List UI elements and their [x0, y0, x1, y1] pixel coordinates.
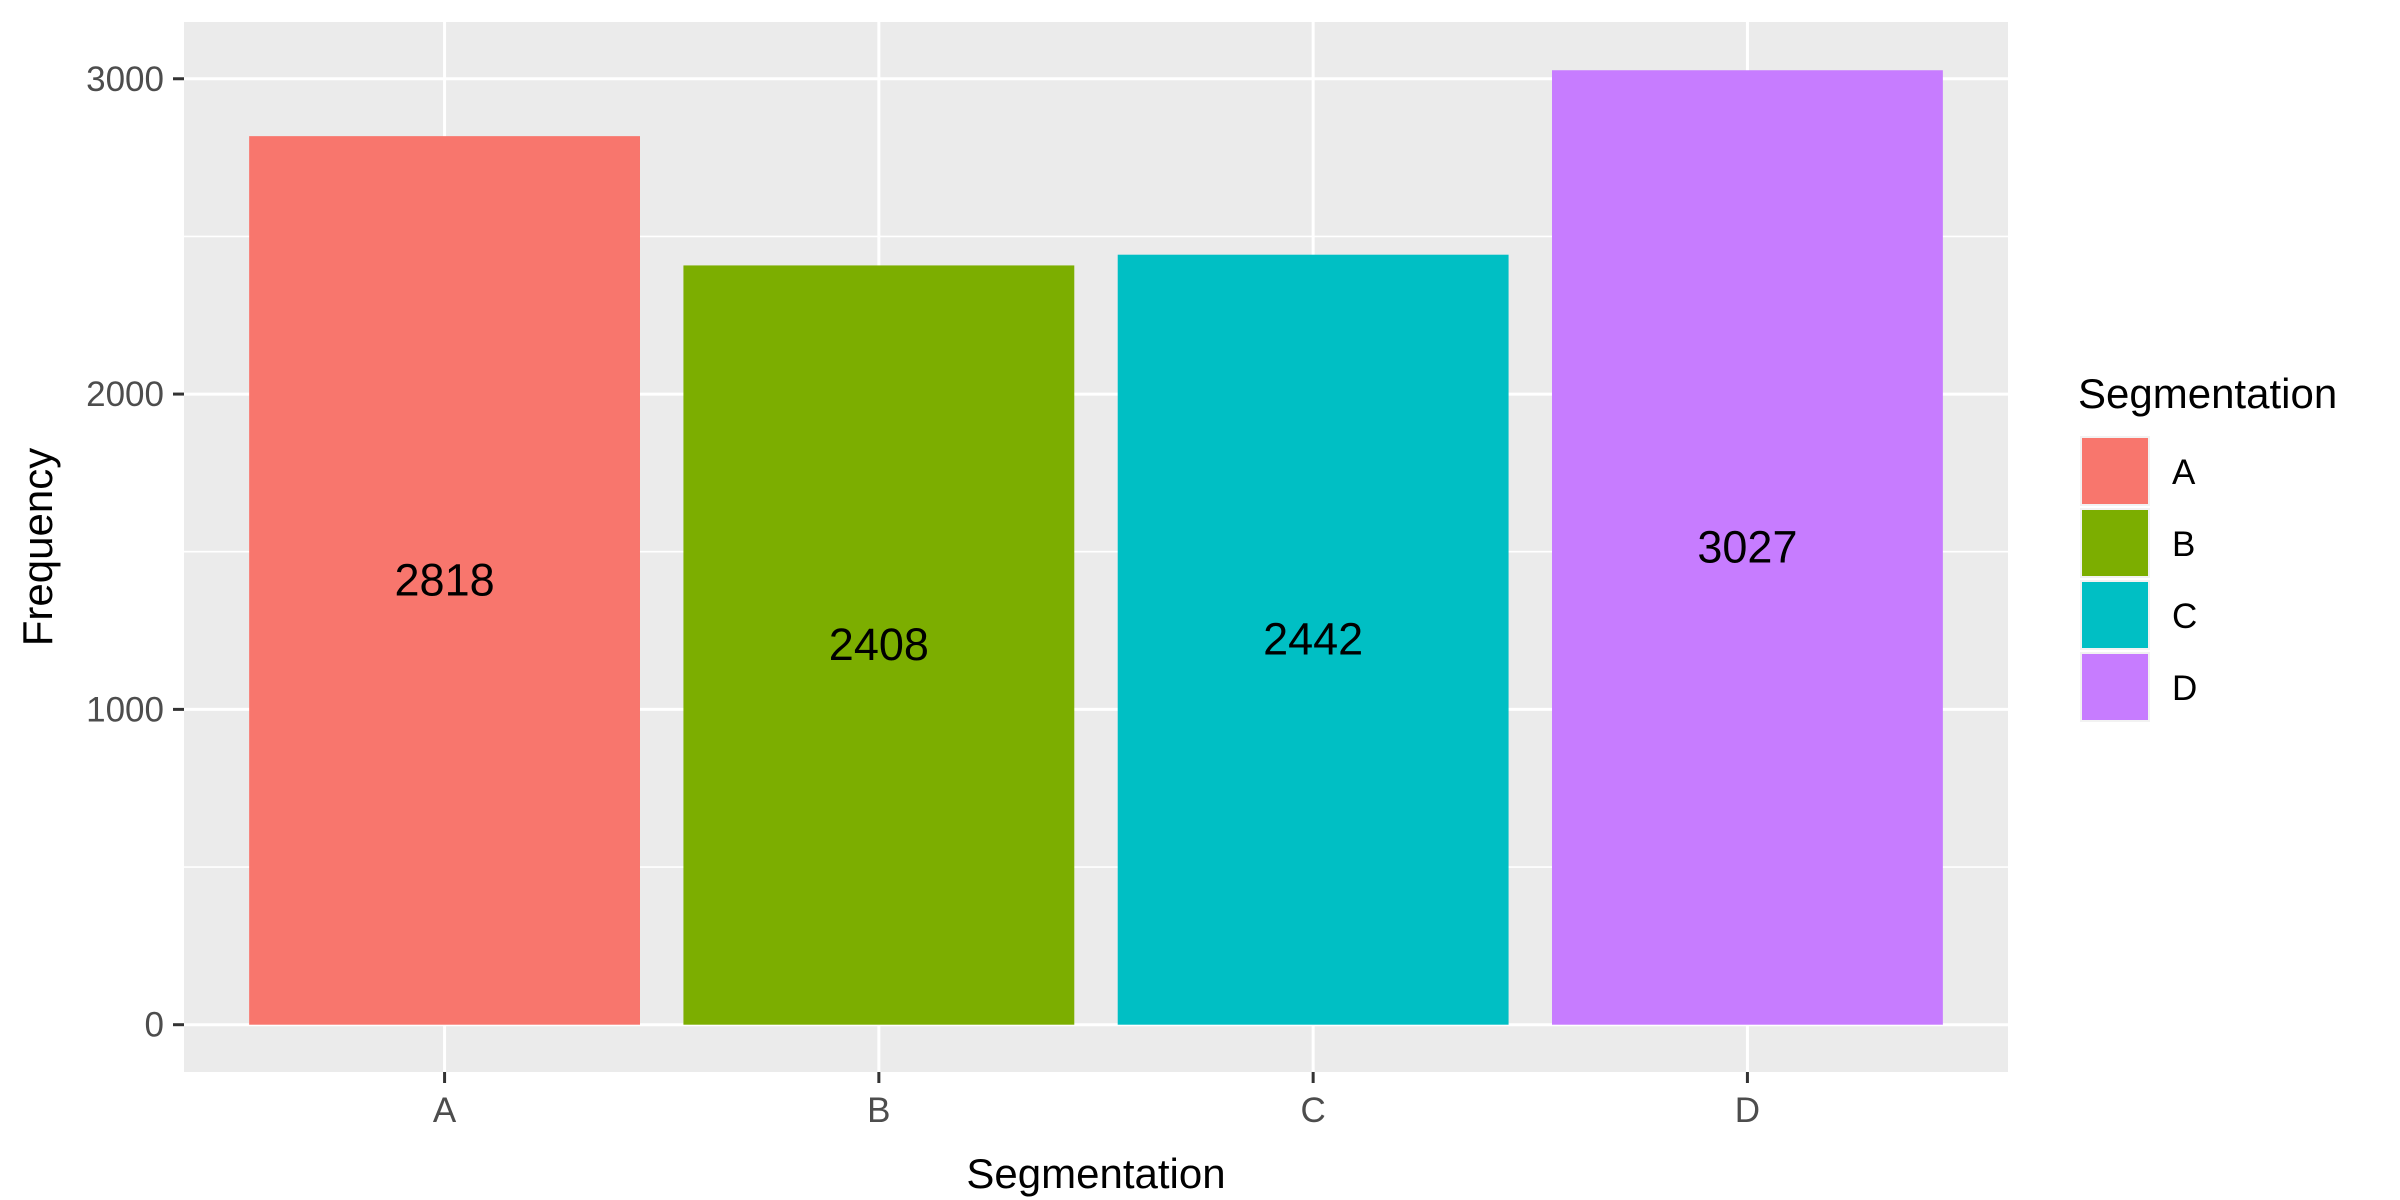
x-tick-label: A: [433, 1091, 457, 1130]
y-tick-label: 0: [145, 1006, 164, 1045]
y-axis-title: Frequency: [14, 448, 61, 646]
bar-B: [683, 265, 1075, 1025]
data-label-B: 2408: [829, 619, 929, 670]
y-axis: 0 1000 2000 3000: [86, 60, 184, 1045]
y-tick-label: 3000: [86, 60, 164, 99]
data-labels: 2818 2408 2442 3027: [395, 521, 1798, 670]
bar-D: [1552, 70, 1943, 1025]
data-label-D: 3027: [1697, 521, 1797, 572]
bar-A: [249, 136, 640, 1025]
bars: [249, 70, 1943, 1025]
legend-title: Segmentation: [2078, 370, 2337, 417]
data-label-A: 2818: [395, 554, 495, 605]
legend-label-D: D: [2172, 669, 2197, 708]
x-axis-title: Segmentation: [966, 1150, 1225, 1197]
x-tick-label: D: [1735, 1091, 1760, 1130]
legend-label-C: C: [2172, 597, 2197, 636]
legend-swatch-D: [2082, 654, 2148, 720]
x-tick-label: C: [1301, 1091, 1326, 1130]
legend-swatch-B: [2082, 510, 2148, 576]
y-tick-label: 2000: [86, 375, 164, 414]
x-tick-label: B: [867, 1091, 890, 1130]
y-tick-label: 1000: [86, 690, 164, 729]
legend-label-B: B: [2172, 525, 2195, 564]
data-label-C: 2442: [1263, 614, 1363, 665]
legend-swatch-A: [2082, 438, 2148, 504]
legend-swatch-C: [2082, 582, 2148, 648]
x-axis: A B C D: [433, 1072, 1760, 1130]
legend-label-A: A: [2172, 453, 2196, 492]
bar-C: [1117, 254, 1509, 1025]
